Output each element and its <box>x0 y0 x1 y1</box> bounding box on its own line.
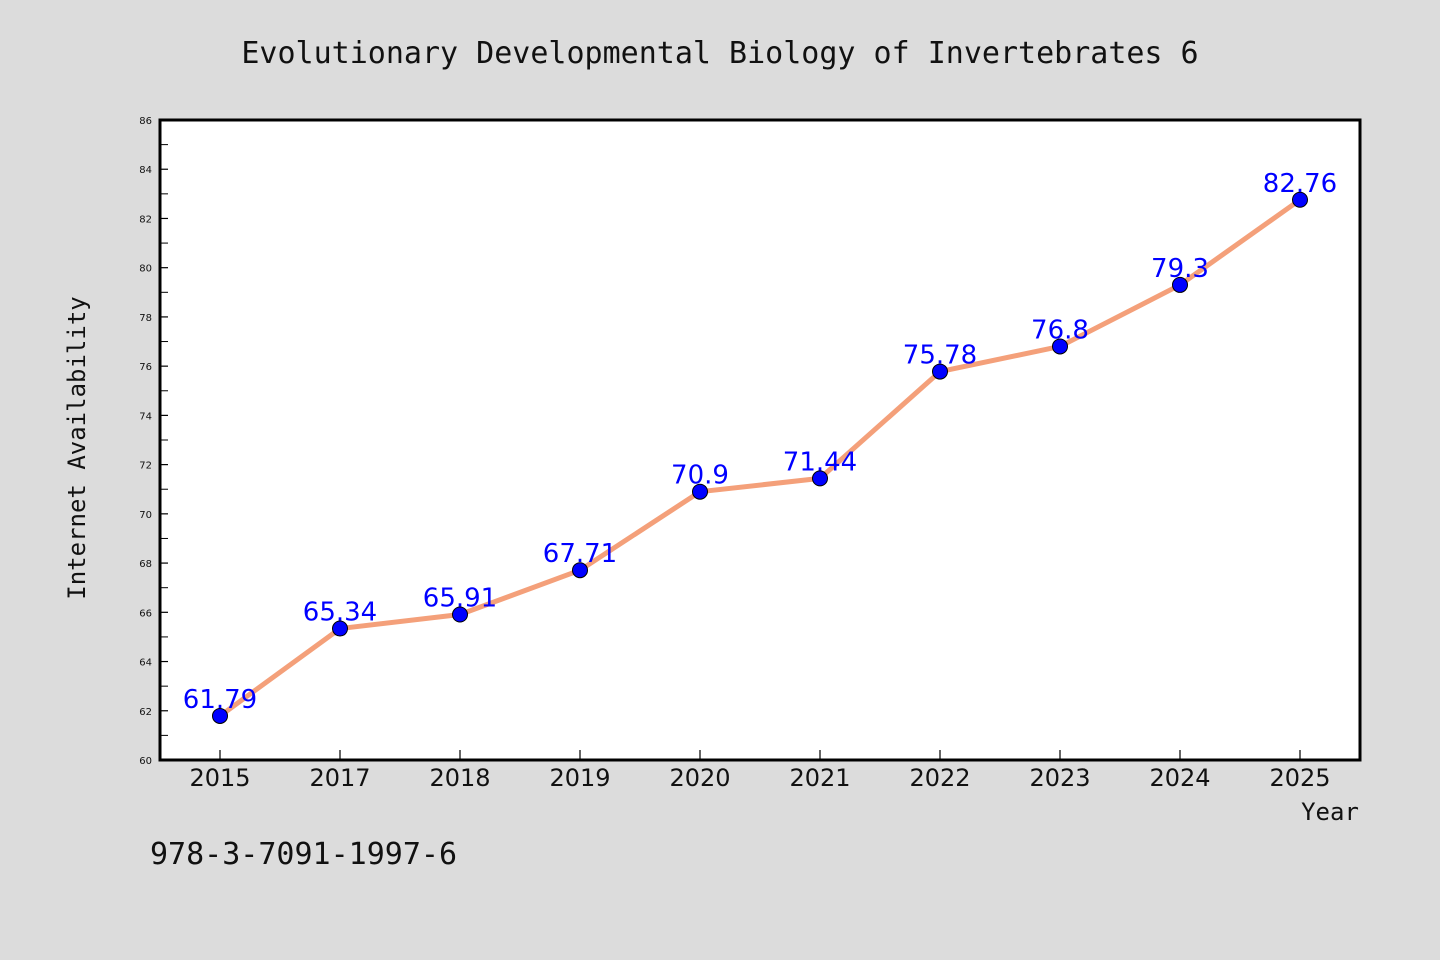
data-label: 67.71 <box>543 539 617 569</box>
data-label: 70.9 <box>671 461 729 491</box>
data-point <box>1052 338 1068 355</box>
data-point <box>1292 191 1308 208</box>
y-axis-label: Internet Availability <box>63 296 91 599</box>
y-tick-label: 76 <box>139 362 152 373</box>
y-tick-label: 64 <box>139 658 152 669</box>
x-axis-label: Year <box>1301 798 1359 826</box>
isbn-text: 978-3-7091-1997-6 <box>150 837 457 872</box>
data-label: 82.76 <box>1263 169 1337 199</box>
y-tick-label: 60 <box>139 756 152 767</box>
y-tick-label: 62 <box>139 707 152 718</box>
y-tick-label: 84 <box>139 165 152 176</box>
data-point <box>692 483 708 500</box>
y-tick-label: 70 <box>139 510 152 521</box>
data-label: 61.79 <box>183 685 257 715</box>
x-tick-label: 2022 <box>909 764 970 792</box>
x-tick-label: 2023 <box>1029 764 1090 792</box>
x-axis-ticks: 2015 2017 2018 2019 2020 2021 2022 2023 2024 2025 <box>189 750 1331 792</box>
y-tick-label: 82 <box>139 214 152 225</box>
data-label: 76.8 <box>1031 315 1089 345</box>
x-tick-label: 2018 <box>429 764 490 792</box>
y-tick-label: 78 <box>139 313 152 324</box>
data-label: 65.91 <box>423 584 497 614</box>
y-tick-label: 74 <box>139 411 152 422</box>
data-point <box>1172 276 1188 293</box>
y-tick-label: 66 <box>139 608 152 619</box>
x-tick-label: 2025 <box>1269 764 1330 792</box>
data-point <box>812 470 828 487</box>
data-point <box>332 620 348 637</box>
data-point <box>212 707 228 724</box>
y-tick-label: 68 <box>139 559 152 570</box>
x-tick-label: 2024 <box>1149 764 1210 792</box>
data-label-group: 61.79 65.34 65.91 67.71 70.9 71.44 75.78 76.8 79… <box>183 169 1337 715</box>
chart-title: Evolutionary Developmental Biology of In… <box>241 36 1198 71</box>
x-tick-label: 2021 <box>789 764 850 792</box>
data-label: 75.78 <box>903 341 977 371</box>
data-point <box>452 606 468 623</box>
x-tick-label: 2020 <box>669 764 730 792</box>
series-line <box>218 197 1302 718</box>
y-tick-label: 80 <box>139 264 152 275</box>
y-axis-ticks: 60 62 64 66 68 70 72 74 76 78 80 82 84 86 <box>139 116 168 767</box>
x-tick-label: 2019 <box>549 764 610 792</box>
data-label: 65.34 <box>303 598 377 628</box>
x-tick-label: 2015 <box>189 764 250 792</box>
data-label: 71.44 <box>783 447 857 477</box>
data-label: 79.3 <box>1151 254 1209 284</box>
y-tick-label: 72 <box>139 461 152 472</box>
plot-area <box>158 118 1362 762</box>
series-line-group <box>212 191 1308 724</box>
x-tick-label: 2017 <box>309 764 370 792</box>
y-tick-label: 86 <box>139 116 152 127</box>
data-point <box>932 363 948 380</box>
data-point <box>572 562 588 579</box>
